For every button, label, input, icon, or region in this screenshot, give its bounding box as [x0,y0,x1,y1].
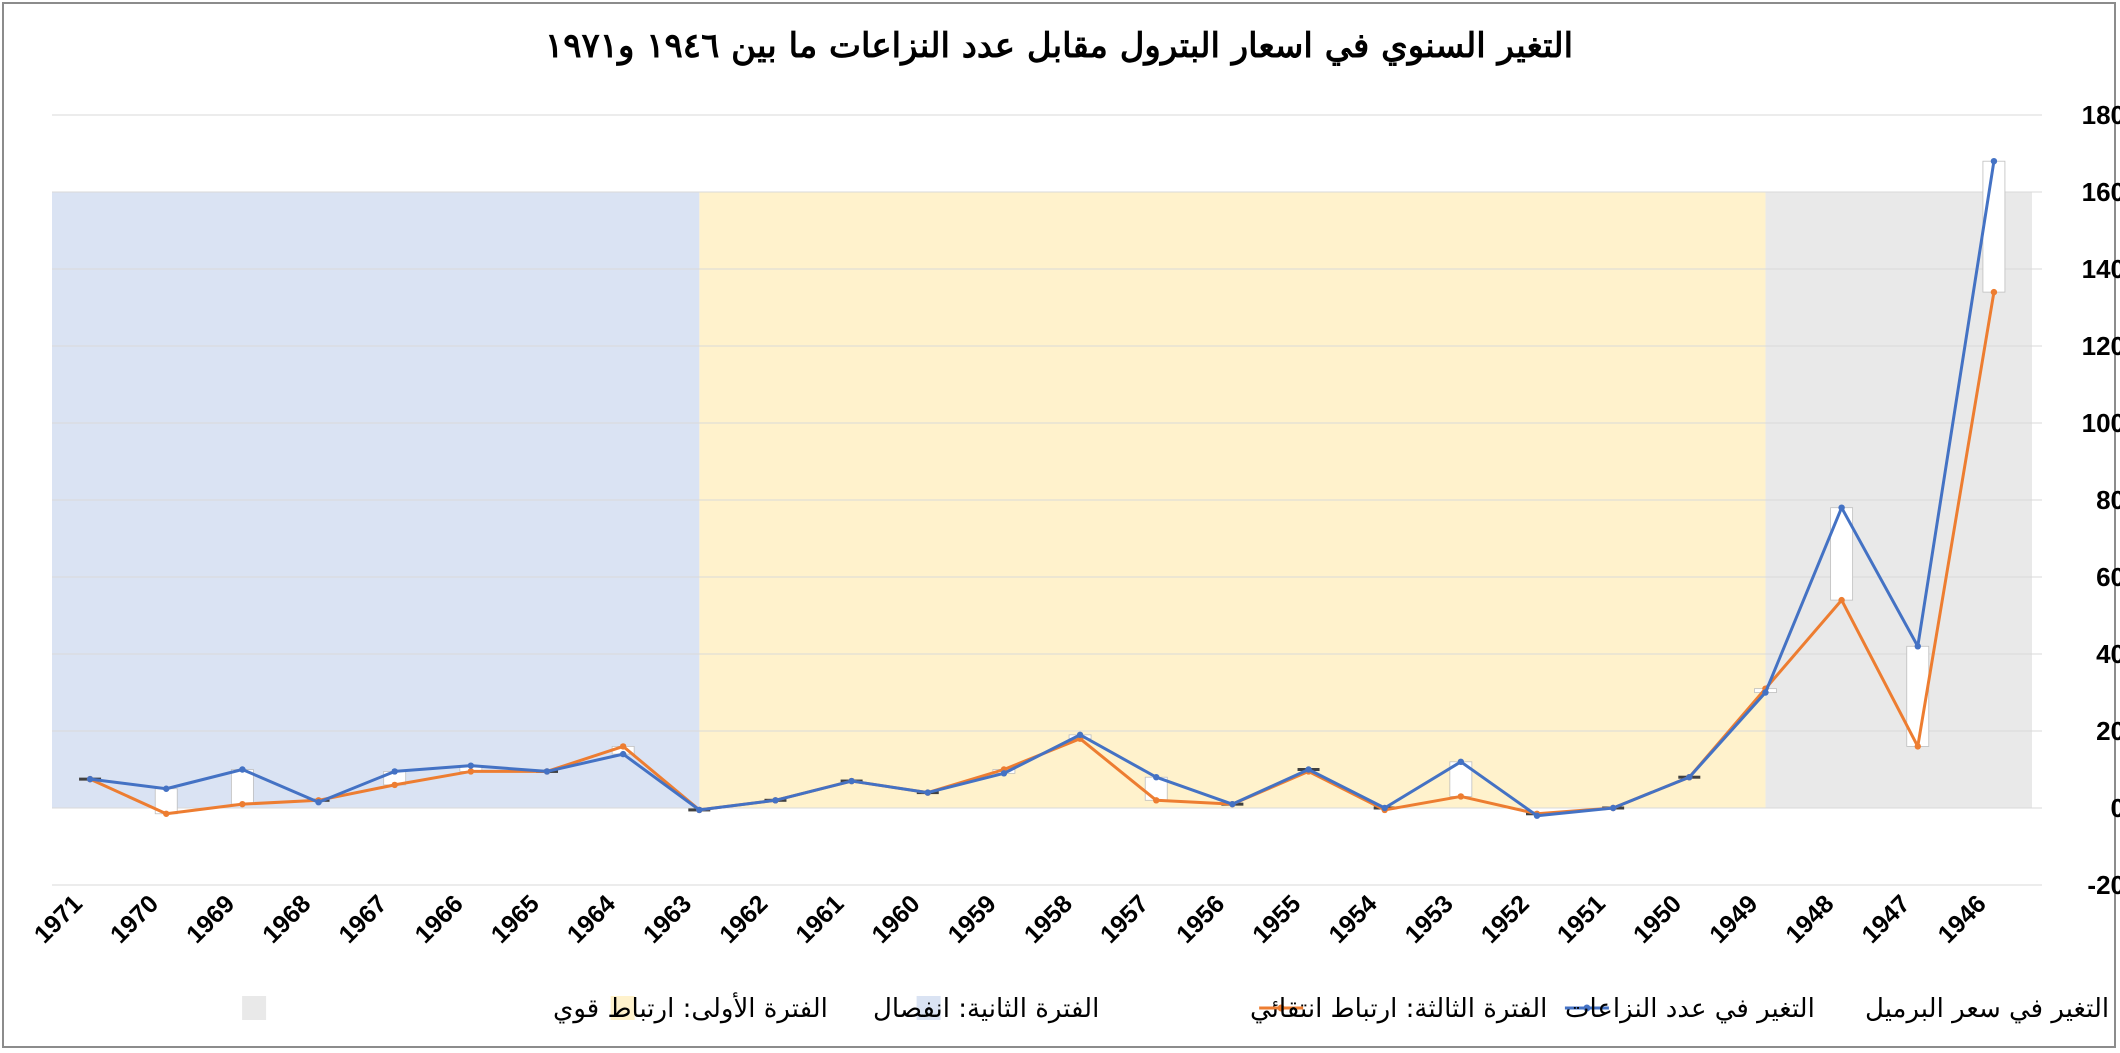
x-tick-label: 1952 [1476,890,1535,949]
series-2-point [619,743,627,750]
x-tick-label: 1963 [638,890,697,949]
series-1-point [239,766,246,773]
y-tick-label: 140 [2082,254,2120,284]
x-tick-label: 1971 [29,890,88,949]
legend-label: التغير في سعر البرميل [1865,994,2109,1024]
x-tick-label: 1950 [1628,890,1687,949]
legend-box-marker [610,996,635,1020]
series-1-point [1381,804,1388,812]
series-1-point [696,806,703,814]
legend-point-marker [1583,1004,1591,1012]
x-tick-label: 1969 [181,890,240,949]
x-tick-label: 1951 [1552,890,1611,949]
x-tick-label: 1953 [1400,890,1459,949]
x-tick-label: 1958 [1019,890,1078,949]
series-1-point [1686,774,1693,781]
x-tick-label: 1966 [410,890,469,949]
y-tick-label: 100 [2082,408,2120,438]
legend-label: الفترة الثالثة: ارتباط انتقائي [1250,994,1547,1024]
legend-box-marker [242,996,267,1020]
x-tick-label: 1946 [1933,890,1992,949]
series-1-point [1305,766,1312,773]
series-1-point [848,777,855,785]
series-1-point [1762,689,1769,696]
legend-label: الفترة الثانية: انفصال [873,994,1099,1024]
series-1-point [1000,770,1008,777]
series-1-point [1457,758,1465,765]
y-tick-label: 180 [2082,100,2120,130]
series-1-point [86,775,94,783]
x-tick-label: 1955 [1247,890,1306,949]
x-tick-label: 1956 [1171,890,1230,949]
x-tick-label: 1961 [790,890,849,949]
x-axis: 1946 1947 1948 1949 1950 1951 1952 1953 1954 1955… [29,890,1992,949]
y-tick-label: 80 [2096,485,2120,515]
legend-box-marker [916,996,941,1020]
series-2-point [1838,596,1845,604]
series-2-point [1990,288,1998,296]
series-1-point [1838,504,1845,511]
x-tick-label: 1967 [333,890,392,949]
x-tick-label: 1947 [1856,890,1915,949]
legend: التغير في سعر البرميل التغير في عدد النزا… [242,991,2109,1024]
x-tick-label: 1970 [105,890,164,949]
chart-title: التغير السنوي في اسعار البترول مقابل عدد… [544,26,1574,66]
y-tick-label: 40 [2096,639,2120,669]
series-1-point [543,768,551,775]
series-1-point [1533,812,1541,819]
y-tick-label: 160 [2082,177,2120,207]
series-1-point [1229,800,1236,808]
series-2-point [467,768,475,775]
x-tick-label: 1964 [562,890,621,949]
high-low-box [230,769,254,805]
high-low-box [1982,160,2006,293]
series-lines [86,158,1998,819]
x-tick-label: 1962 [714,890,773,949]
x-tick-label: 1959 [943,890,1002,949]
series-2-point [1153,797,1160,804]
legend-point-marker [1277,1004,1285,1012]
series-1-point [924,789,931,796]
x-tick-label: 1960 [866,890,925,949]
series-1-point [619,750,627,758]
x-tick-label: 1965 [486,890,545,949]
series-2-point [1914,743,1921,750]
series-1-point [1076,731,1084,739]
series-1-point [1153,774,1160,781]
series-1-point [1609,804,1617,812]
legend-label: الفترة الأولى: ارتباط قوي [553,991,828,1024]
series-1-point [467,762,475,769]
series-1-point [391,768,398,775]
x-tick-label: 1968 [257,890,316,949]
y-axis: -20 0 20 40 60 80 100 120 140 160 180 [2082,100,2120,900]
series-2-point [239,800,246,808]
y-tick-label: 20 [2096,716,2120,746]
series-2-point [391,781,398,789]
y-tick-label: -20 [2087,870,2120,900]
y-tick-label: 120 [2082,331,2120,361]
x-tick-label: 1954 [1323,890,1382,949]
series-1-point [772,797,779,804]
series-1-point [163,785,170,792]
y-tick-label: 0 [2111,793,2120,823]
series-2-point [1457,793,1465,800]
series-1-point [315,799,322,806]
series-1-point [1990,158,1998,165]
x-tick-label: 1948 [1780,890,1839,949]
x-tick-label: 1957 [1095,890,1154,949]
series-line-1 [89,160,1996,818]
series-2-point [163,810,170,817]
y-tick-label: 60 [2096,562,2120,592]
x-tick-label: 1949 [1704,890,1763,949]
legend-label: التغير في عدد النزاعات [1565,994,1815,1024]
series-1-point [1914,643,1921,650]
grid-lines [52,114,2042,886]
